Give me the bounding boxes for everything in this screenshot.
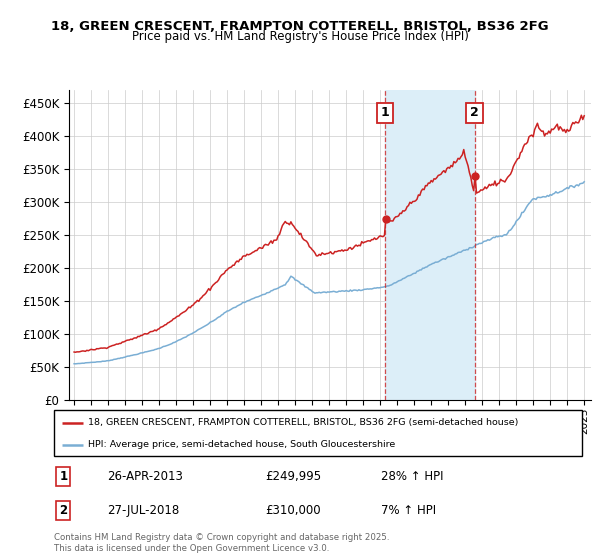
Bar <box>385 90 475 400</box>
Text: £249,995: £249,995 <box>265 470 322 483</box>
FancyBboxPatch shape <box>54 410 582 456</box>
Text: Contains HM Land Registry data © Crown copyright and database right 2025.
This d: Contains HM Land Registry data © Crown c… <box>54 533 389 553</box>
Text: 1: 1 <box>381 106 389 119</box>
Text: 28% ↑ HPI: 28% ↑ HPI <box>382 470 444 483</box>
Text: 18, GREEN CRESCENT, FRAMPTON COTTERELL, BRISTOL, BS36 2FG (semi-detached house): 18, GREEN CRESCENT, FRAMPTON COTTERELL, … <box>88 418 518 427</box>
Text: 2: 2 <box>59 504 67 517</box>
Text: 18, GREEN CRESCENT, FRAMPTON COTTERELL, BRISTOL, BS36 2FG: 18, GREEN CRESCENT, FRAMPTON COTTERELL, … <box>51 20 549 32</box>
Text: HPI: Average price, semi-detached house, South Gloucestershire: HPI: Average price, semi-detached house,… <box>88 440 395 450</box>
Text: 26-APR-2013: 26-APR-2013 <box>107 470 182 483</box>
Text: 27-JUL-2018: 27-JUL-2018 <box>107 504 179 517</box>
Text: 1: 1 <box>59 470 67 483</box>
Text: 2: 2 <box>470 106 479 119</box>
Text: 7% ↑ HPI: 7% ↑ HPI <box>382 504 436 517</box>
Text: £310,000: £310,000 <box>265 504 321 517</box>
Text: Price paid vs. HM Land Registry's House Price Index (HPI): Price paid vs. HM Land Registry's House … <box>131 30 469 43</box>
